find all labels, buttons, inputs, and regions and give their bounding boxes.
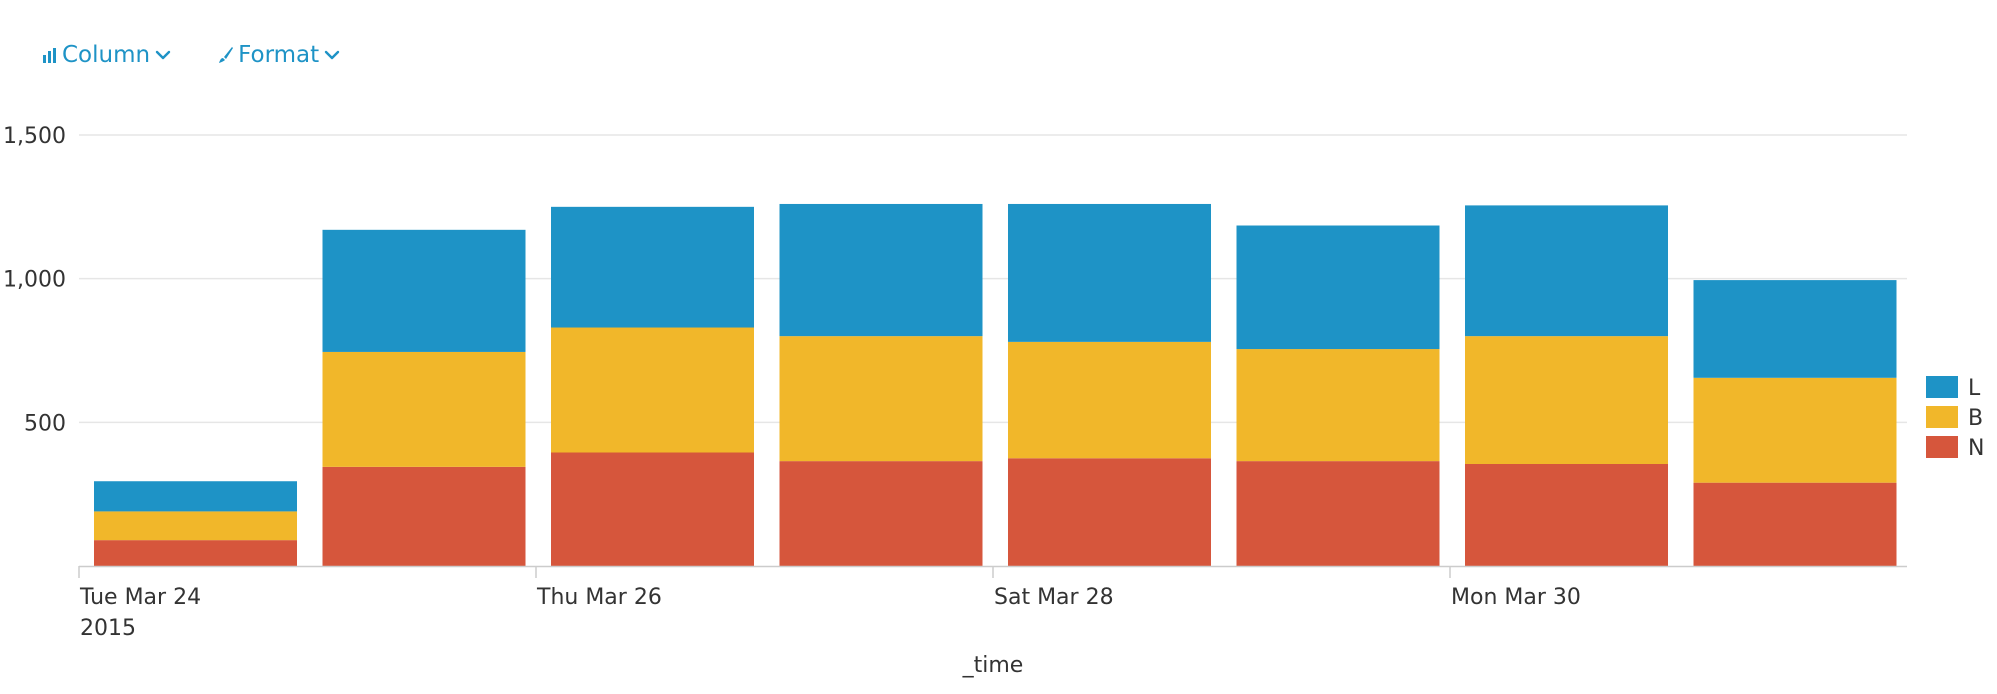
axes: 500 1,000 1,500 Tue Mar 24 2015 Thu Mar 26 Sat… <box>3 124 1907 641</box>
bar-segment-L-1[interactable] <box>94 481 297 512</box>
bar-segment-L-2[interactable] <box>322 229 526 352</box>
legend-swatch <box>1926 376 1958 398</box>
legend-item-N[interactable]: N <box>1926 436 1984 461</box>
chart-toolbar: Column Format <box>42 42 341 68</box>
bar-segment-L-7[interactable] <box>1465 205 1668 337</box>
x-tick-label: Tue Mar 24 <box>79 585 201 610</box>
y-tick-label: 500 <box>24 411 66 436</box>
bar-segment-B-3[interactable] <box>551 327 754 453</box>
chevron-down-icon <box>323 46 341 64</box>
paintbrush-icon <box>218 46 234 64</box>
bar-segment-N-2[interactable] <box>322 466 526 566</box>
bar-segment-B-5[interactable] <box>1008 341 1211 459</box>
bar-segment-B-6[interactable] <box>1236 349 1440 462</box>
chart-type-button[interactable]: Column <box>42 42 172 68</box>
bar-segment-N-1[interactable] <box>94 540 297 566</box>
legend-label: N <box>1968 436 1984 461</box>
bar-segment-B-1[interactable] <box>94 511 297 541</box>
chevron-down-icon <box>154 46 172 64</box>
format-button[interactable]: Format <box>218 42 341 68</box>
bar-segment-L-4[interactable] <box>779 203 983 337</box>
y-tick-label: 1,500 <box>3 124 66 149</box>
legend-item-L[interactable]: L <box>1926 376 1981 401</box>
bar-segment-B-8[interactable] <box>1693 377 1897 483</box>
x-axis-title: _time <box>962 653 1024 678</box>
bar-segment-N-5[interactable] <box>1008 458 1211 566</box>
bar-segment-N-8[interactable] <box>1693 482 1897 566</box>
bar-segment-B-2[interactable] <box>322 351 526 467</box>
bar-segment-N-7[interactable] <box>1465 463 1668 566</box>
chart-type-label: Column <box>62 42 151 68</box>
bars <box>94 203 1897 566</box>
x-tick-label: Sat Mar 28 <box>994 585 1114 610</box>
x-tick-label: 2015 <box>80 616 136 641</box>
bar-segment-L-6[interactable] <box>1236 225 1440 350</box>
bar-segment-N-6[interactable] <box>1236 461 1440 566</box>
bar-segment-B-4[interactable] <box>779 336 983 462</box>
y-tick-label: 1,000 <box>3 268 66 293</box>
format-label: Format <box>238 42 320 68</box>
bar-segment-L-3[interactable] <box>551 206 754 328</box>
x-tick-label: Thu Mar 26 <box>536 585 662 610</box>
legend-label: L <box>1968 376 1981 401</box>
legend-swatch <box>1926 436 1958 458</box>
bar-segment-B-7[interactable] <box>1465 336 1668 464</box>
bar-segment-N-3[interactable] <box>551 452 754 566</box>
legend[interactable]: LBN <box>1926 376 1984 461</box>
x-tick-label: Mon Mar 30 <box>1451 585 1581 610</box>
bar-segment-L-5[interactable] <box>1008 203 1211 342</box>
legend-label: B <box>1968 406 1983 431</box>
legend-item-B[interactable]: B <box>1926 406 1983 431</box>
bar-segment-N-4[interactable] <box>779 461 983 566</box>
bar-chart-icon <box>42 47 58 63</box>
legend-swatch <box>1926 406 1958 428</box>
bar-segment-L-8[interactable] <box>1693 280 1897 378</box>
